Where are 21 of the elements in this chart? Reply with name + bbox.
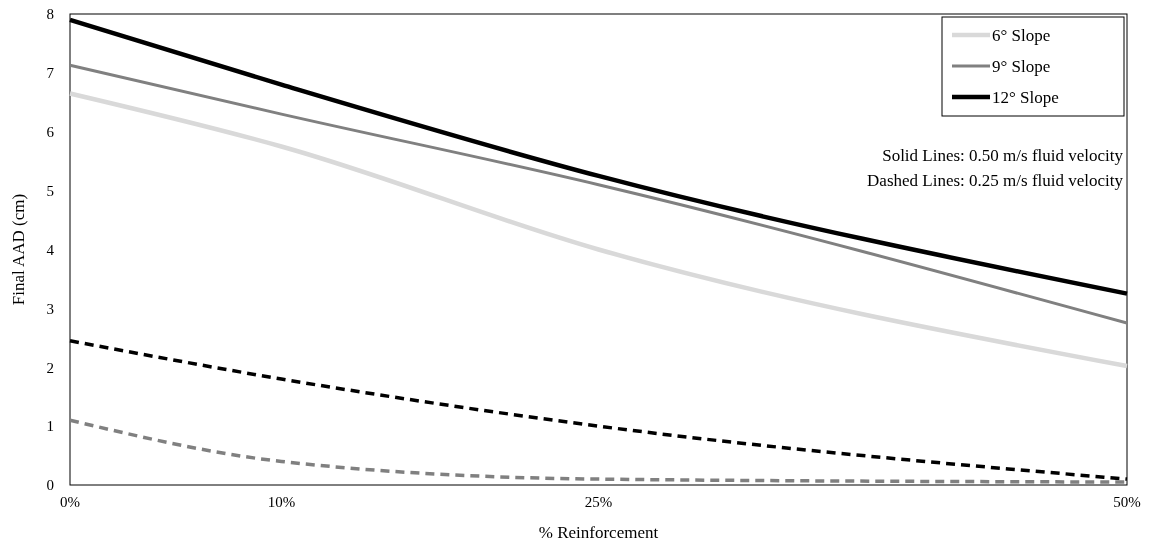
- y-tick-label: 4: [46, 241, 55, 258]
- y-tick-label: 0: [46, 477, 54, 494]
- y-tick-label: 2: [46, 359, 54, 376]
- x-tick-label: 10%: [267, 494, 296, 510]
- y-tick-label: 5: [46, 182, 54, 199]
- x-tick-label: 0%: [60, 494, 80, 510]
- annotation: Solid Lines: 0.50 m/s fluid velocity: [882, 146, 1124, 165]
- y-tick-label: 6: [46, 124, 55, 140]
- y-tick-label: 1: [46, 418, 54, 435]
- x-tick-label: 50%: [1113, 494, 1141, 510]
- legend-label: 12° Slope: [992, 87, 1059, 107]
- legend-label: 6° Slope: [992, 25, 1051, 45]
- y-tick-label: 8: [46, 6, 54, 23]
- y-tick-label: 7: [46, 65, 55, 82]
- y-axis-title: Final AAD (cm): [9, 193, 28, 306]
- line-series: [67, 91, 1130, 369]
- x-axis-title: % Reinforcement: [538, 523, 659, 542]
- legend-label: 9° Slope: [992, 56, 1051, 76]
- y-tick-label: 3: [46, 300, 54, 317]
- annotation: Dashed Lines: 0.25 m/s fluid velocity: [867, 171, 1124, 190]
- x-tick-label: 25%: [584, 494, 613, 510]
